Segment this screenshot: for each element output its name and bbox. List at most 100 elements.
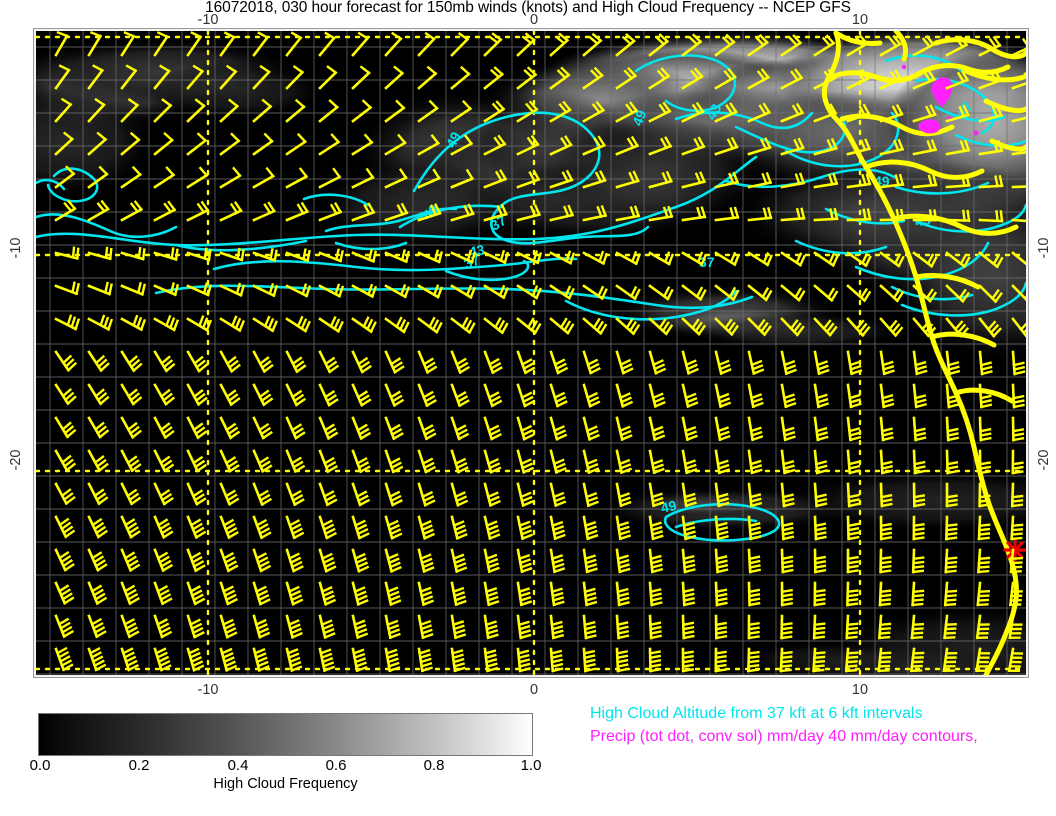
wind-barb bbox=[384, 133, 407, 156]
x-axis-tick-bottom-10: 10 bbox=[851, 682, 869, 698]
wind-barb bbox=[747, 172, 773, 189]
map-canvas: 49 49 43 37 37 49 43 37 49 43 49 37 bbox=[36, 31, 1026, 675]
wind-barb bbox=[681, 416, 698, 442]
wind-barb bbox=[54, 246, 80, 261]
wind-barb bbox=[318, 383, 339, 407]
wind-barb bbox=[153, 482, 174, 506]
wind-barb bbox=[186, 98, 206, 123]
wind-barb bbox=[813, 251, 839, 268]
wind-barb bbox=[813, 137, 838, 156]
wind-barb bbox=[879, 69, 903, 90]
wind-barb bbox=[252, 416, 273, 440]
wind-barb bbox=[582, 482, 599, 508]
precipitation-features bbox=[901, 64, 979, 136]
wind-barb bbox=[879, 208, 905, 222]
wind-barb bbox=[384, 449, 404, 474]
contour-label: 43 bbox=[468, 241, 486, 259]
wind-barb bbox=[318, 350, 340, 374]
wind-barb bbox=[912, 383, 927, 409]
wind-barb bbox=[1007, 647, 1024, 673]
wind-barb bbox=[186, 548, 206, 573]
wind-barb bbox=[648, 449, 665, 475]
wind-barb bbox=[813, 581, 826, 607]
wind-barb bbox=[153, 515, 174, 539]
wind-barb bbox=[384, 548, 402, 573]
wind-barb bbox=[813, 207, 839, 222]
colorbar-title: High Cloud Frequency bbox=[213, 776, 358, 792]
wind-barb bbox=[483, 482, 501, 507]
wind-barb bbox=[549, 169, 574, 189]
wind-barb bbox=[945, 515, 958, 541]
wind-barb bbox=[812, 614, 826, 640]
wind-barb bbox=[87, 581, 108, 606]
map-plot-area[interactable]: 49 49 43 37 37 49 43 37 49 43 49 37 bbox=[36, 31, 1026, 675]
wind-barb bbox=[912, 482, 926, 508]
wind-barb bbox=[945, 482, 958, 508]
wind-barb bbox=[120, 165, 142, 189]
wind-barb bbox=[582, 250, 609, 266]
wind-barb bbox=[87, 383, 110, 406]
wind-barb bbox=[87, 614, 107, 639]
colorbar[interactable] bbox=[38, 713, 533, 756]
wind-barb bbox=[681, 383, 699, 408]
wind-barb bbox=[153, 350, 176, 373]
wind-barb bbox=[516, 204, 541, 222]
wind-barb bbox=[1011, 184, 1026, 189]
station-marker-star[interactable] bbox=[1003, 538, 1026, 562]
wind-barb bbox=[747, 207, 773, 222]
wind-barb bbox=[582, 515, 599, 541]
wind-barb bbox=[978, 416, 992, 442]
wind-barb bbox=[780, 581, 794, 607]
wind-barb bbox=[747, 251, 773, 267]
wind-barb bbox=[252, 201, 276, 222]
wind-barb bbox=[252, 315, 278, 333]
wind-barb bbox=[1010, 515, 1024, 541]
wind-barb bbox=[483, 647, 499, 673]
wind-barb bbox=[285, 283, 312, 298]
wind-barb bbox=[747, 68, 771, 90]
wind-barb bbox=[813, 34, 836, 57]
wind-barb bbox=[483, 203, 508, 222]
wind-barb bbox=[615, 135, 640, 156]
wind-barb bbox=[945, 209, 971, 222]
wind-barb bbox=[780, 102, 805, 123]
wind-barb bbox=[351, 31, 370, 57]
wind-barb bbox=[681, 136, 706, 156]
wind-barb bbox=[978, 139, 1004, 156]
wind-barb bbox=[681, 171, 706, 189]
wind-barb bbox=[417, 449, 437, 474]
wind-barb bbox=[978, 350, 993, 376]
figure-title: 16072018, 030 hour forecast for 150mb wi… bbox=[205, 0, 851, 16]
wind-barb bbox=[54, 646, 74, 672]
wind-barb-field bbox=[54, 31, 1026, 673]
wind-barb bbox=[54, 581, 75, 605]
wind-barb bbox=[846, 449, 861, 475]
wind-barb bbox=[813, 350, 830, 376]
wind-barb bbox=[1008, 614, 1023, 640]
wind-barb bbox=[747, 548, 762, 574]
wind-barb bbox=[417, 168, 441, 189]
wind-barb bbox=[942, 647, 958, 673]
wind-barb bbox=[648, 67, 671, 90]
wind-barb bbox=[945, 35, 969, 57]
wind-barb bbox=[516, 614, 532, 640]
wind-barb bbox=[813, 548, 827, 574]
y-axis-tick-right-minus20: -20 bbox=[1036, 449, 1052, 471]
wind-barb bbox=[54, 64, 71, 90]
wind-barb bbox=[252, 31, 270, 57]
wind-barb bbox=[483, 416, 502, 441]
wind-barb bbox=[54, 131, 75, 156]
wind-barb bbox=[780, 34, 803, 57]
wind-barb bbox=[615, 350, 634, 375]
wind-barb bbox=[582, 350, 601, 375]
wind-barb bbox=[450, 383, 470, 408]
wind-barb bbox=[780, 207, 806, 222]
wind-barb bbox=[912, 69, 936, 90]
wind-barb bbox=[912, 515, 925, 541]
wind-barb bbox=[417, 133, 440, 156]
wind-barb bbox=[780, 251, 806, 267]
wind-barb bbox=[549, 548, 566, 574]
wind-barb bbox=[747, 137, 772, 156]
wind-barb bbox=[87, 199, 110, 222]
